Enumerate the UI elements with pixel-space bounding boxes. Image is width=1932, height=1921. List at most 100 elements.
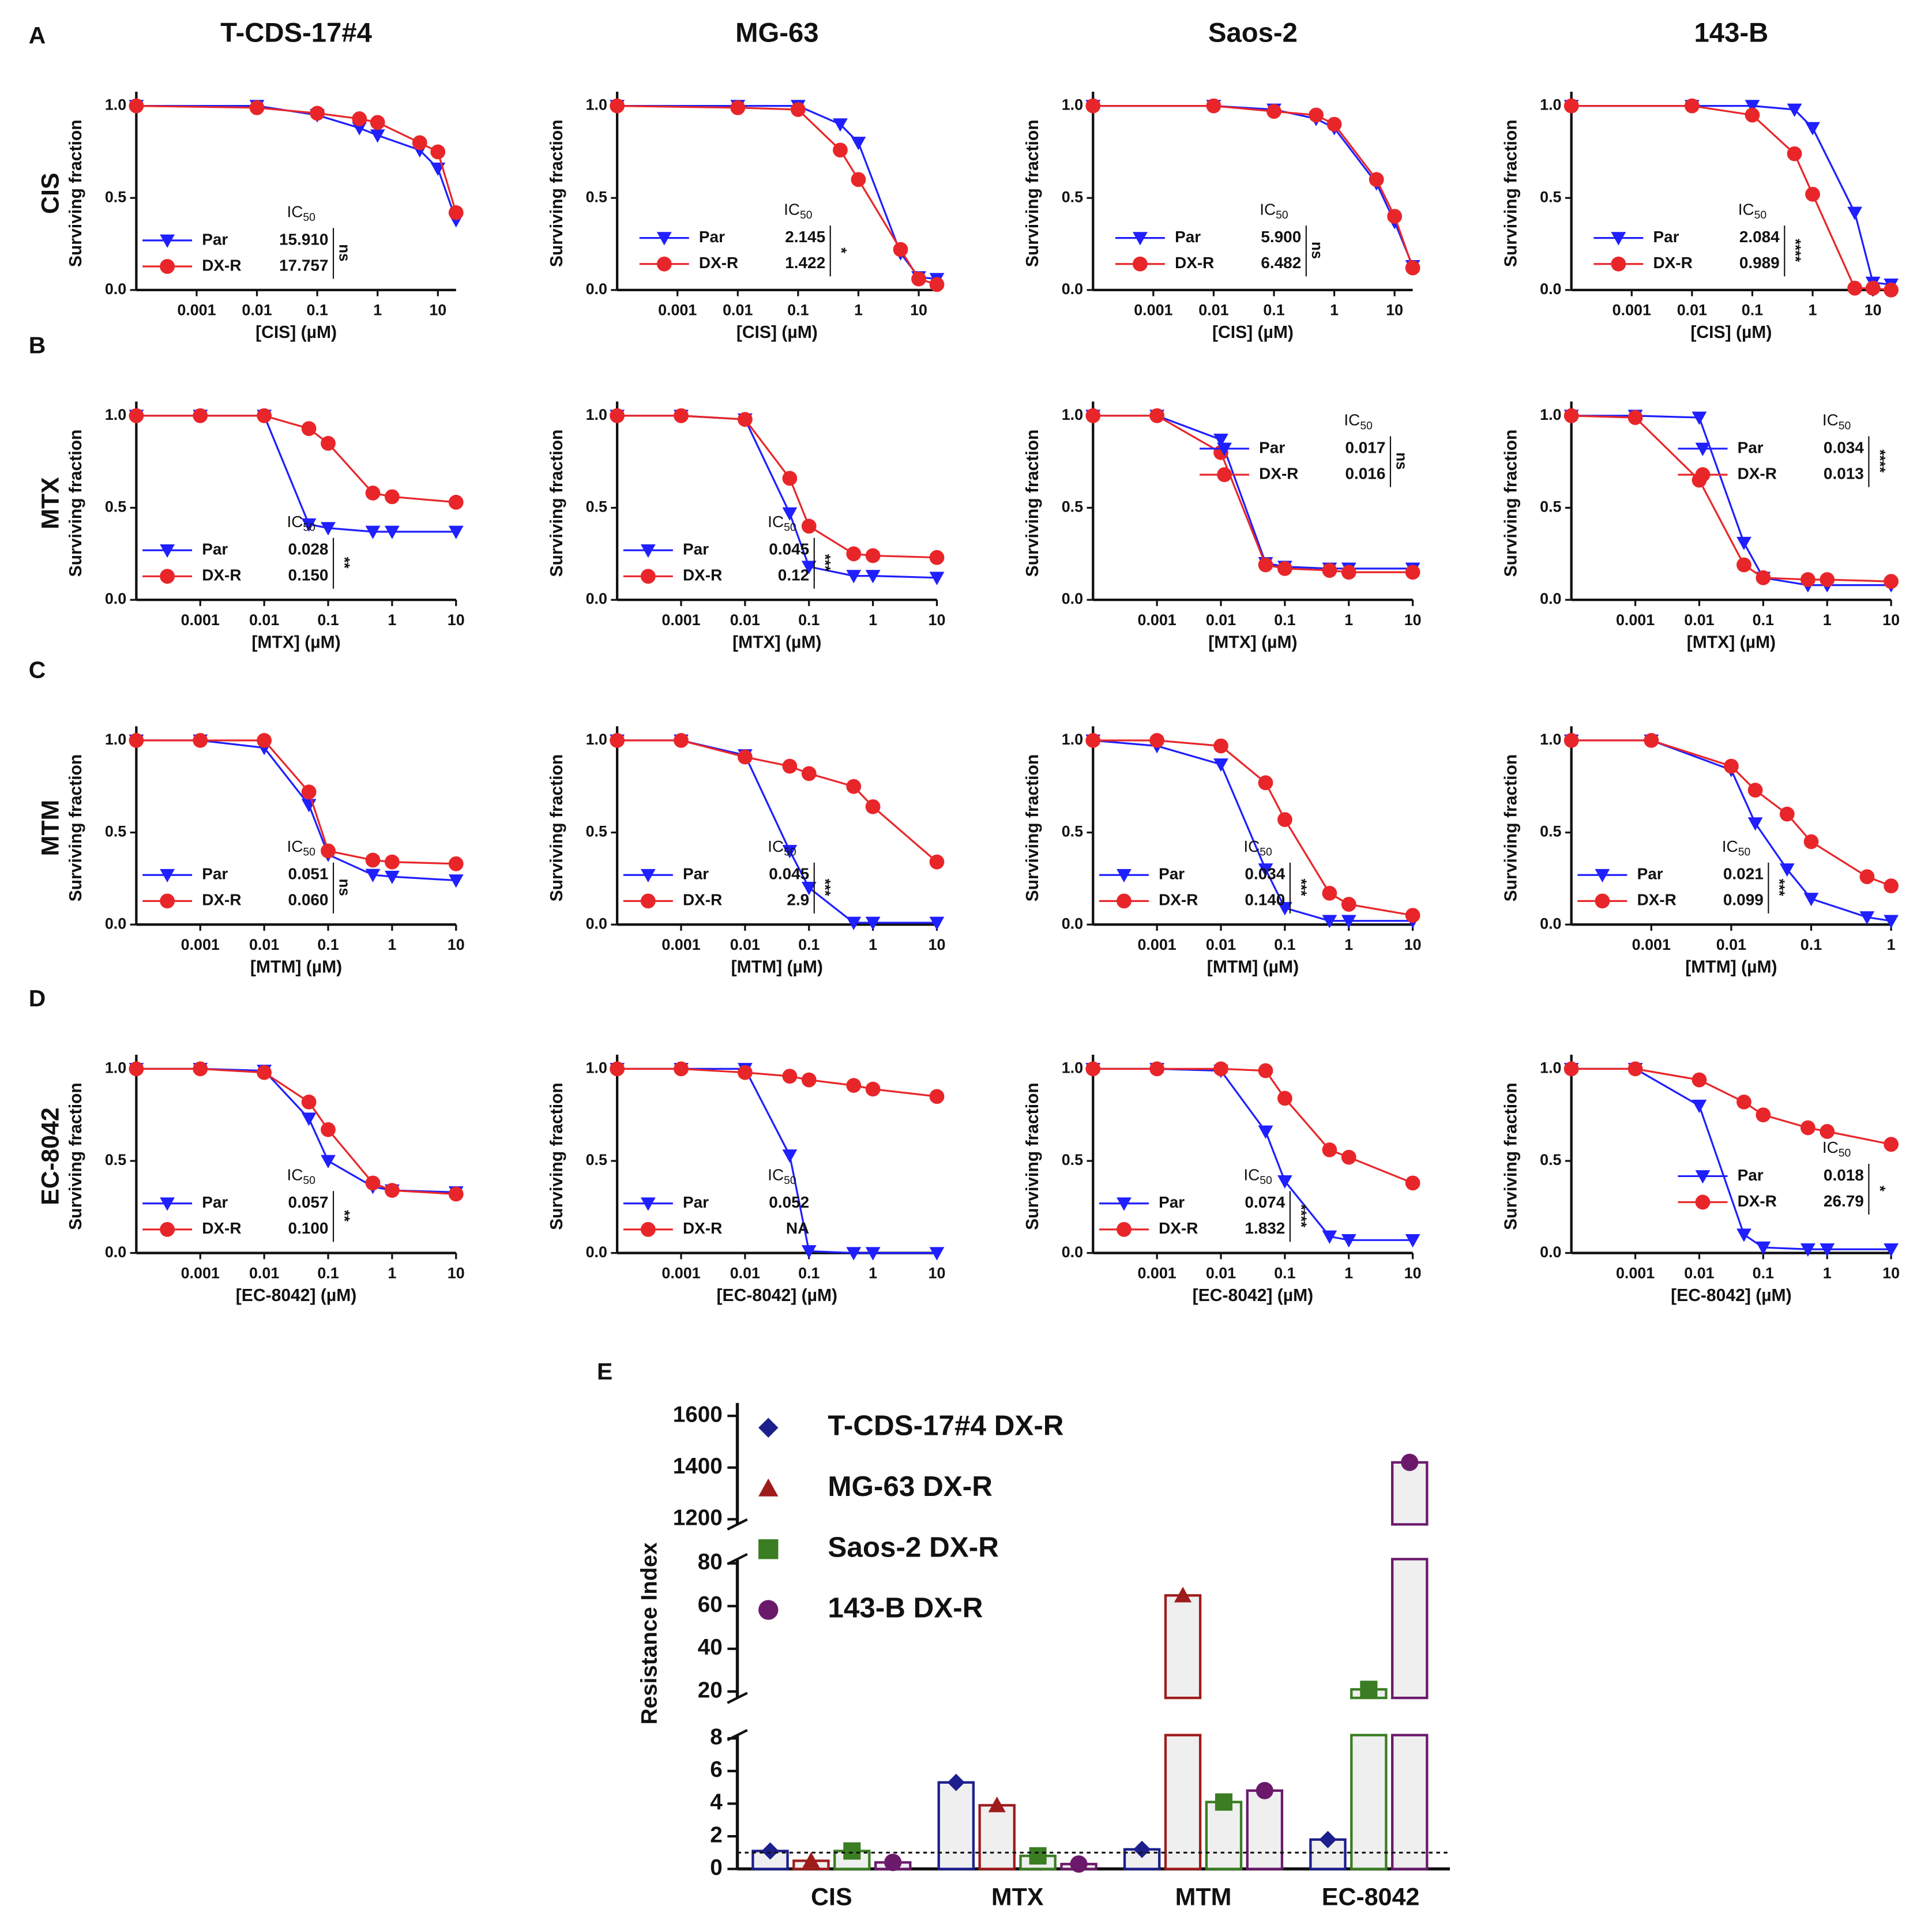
data-point (129, 732, 144, 748)
ic50-value: 0.034 (1824, 438, 1864, 456)
ic50-header: IC50 (768, 513, 796, 533)
ic50-value: 0.057 (288, 1193, 329, 1211)
y-tick-label: 1.0 (586, 406, 607, 423)
y-axis-label: Surviving fraction (1502, 119, 1521, 267)
data-point (1692, 411, 1707, 425)
legend-label: DX-R (683, 1219, 722, 1237)
data-point (1847, 280, 1863, 296)
legend-label: Par (1653, 228, 1679, 246)
ic50-text: IC (1243, 837, 1260, 855)
y-axis-label: Surviving fraction (1023, 119, 1042, 267)
x-tick-label: 10 (1882, 611, 1900, 629)
data-point (1884, 282, 1899, 298)
data-point (1405, 1175, 1420, 1191)
x-tick-label: 0.001 (1616, 611, 1655, 629)
x-tick-label: 0.1 (1274, 936, 1295, 953)
x-axis-label: [MTM] (µM) (1207, 957, 1299, 976)
bar-point (802, 1852, 820, 1868)
curve (617, 1067, 937, 1097)
x-tick-label: 0.01 (249, 1264, 279, 1281)
x-tick-label: 1 (373, 301, 382, 318)
x-tick-label: 0.01 (730, 611, 760, 629)
legend-label: DX-R (1175, 254, 1214, 272)
data-point (1745, 100, 1760, 114)
data-point (1341, 915, 1356, 928)
data-point (1820, 1243, 1835, 1257)
ic50-sub: 50 (800, 209, 812, 221)
data-point (1405, 565, 1420, 580)
y-tick-label: 0.5 (586, 823, 607, 840)
y-tick-label: 0.0 (105, 1243, 126, 1261)
curve (1093, 739, 1413, 916)
legend-label: DX-R (202, 256, 241, 274)
data-point (1865, 280, 1881, 296)
x-axis-label: [CIS] (µM) (1212, 323, 1294, 342)
y-tick-label: 1.0 (1062, 731, 1083, 748)
y-tick-label: 0.0 (586, 590, 607, 607)
ic50-sub: 50 (1738, 846, 1750, 859)
legend-marker (1217, 442, 1232, 456)
y-axis-label: Surviving fraction (66, 1082, 85, 1230)
significance: **** (1787, 239, 1803, 262)
ic50-header: IC50 (287, 203, 315, 224)
significance: **** (1871, 449, 1888, 472)
x-tick-label: 1 (388, 1264, 396, 1281)
y-tick-label: 0.0 (1540, 590, 1561, 607)
data-point (674, 408, 689, 423)
ic50-text: IC (287, 1166, 303, 1184)
legend-label: DX-R (1653, 254, 1693, 272)
x-axis-label: [EC-8042] (µM) (1193, 1286, 1314, 1305)
ic50-value: 0.099 (1723, 891, 1764, 909)
legend-marker (758, 1478, 779, 1497)
y-tick-label: 0.5 (1062, 188, 1083, 205)
data-point (1800, 572, 1816, 587)
bar-point (988, 1796, 1006, 1813)
data-point (384, 870, 400, 885)
x-tick-label: 10 (448, 611, 465, 629)
data-point (193, 1061, 208, 1077)
y-axis-label: Surviving fraction (66, 754, 85, 902)
legend-marker (1695, 442, 1711, 456)
data-point (737, 749, 753, 765)
ic50-sub: 50 (1276, 209, 1288, 221)
y-tick-label: 0.0 (105, 915, 126, 932)
y-tick-label: 1.0 (1062, 406, 1083, 423)
data-point (1213, 434, 1228, 448)
y-tick-label: 1.0 (1062, 96, 1083, 114)
y-tick-label: 0.0 (1540, 915, 1561, 932)
y-axis-label: Surviving fraction (547, 754, 566, 902)
y-tick-label: 1600 (673, 1402, 723, 1427)
data-point (1322, 1230, 1337, 1244)
curve (1093, 1067, 1413, 1241)
x-axis-label: [MTM] (µM) (250, 957, 342, 976)
data-point (610, 732, 625, 748)
axis-break (727, 1518, 748, 1531)
y-tick-label: 1.0 (105, 1059, 126, 1076)
significance: **** (1292, 1204, 1309, 1227)
x-tick-label: 0.01 (1198, 301, 1228, 318)
data-point (384, 854, 400, 870)
data-point (1149, 1061, 1165, 1077)
data-point (911, 271, 926, 287)
ic50-header: IC50 (1822, 411, 1851, 432)
data-point (1085, 98, 1101, 114)
x-tick-label: 0.1 (787, 301, 809, 318)
x-tick-label: 0.01 (1716, 936, 1746, 953)
legend-label: DX-R (699, 254, 738, 272)
panel-letter: C (29, 657, 46, 683)
legend-marker (160, 259, 175, 274)
data-point (370, 129, 385, 143)
data-point (1803, 893, 1819, 907)
data-point (365, 486, 381, 501)
y-axis-label: Surviving fraction (1502, 754, 1521, 902)
data-point (1723, 758, 1739, 774)
ic50-value: 0.051 (288, 865, 329, 883)
data-point (257, 732, 272, 748)
y-tick-label: 0.0 (586, 1243, 607, 1261)
data-point (782, 507, 798, 521)
legend-label: Par (683, 1193, 709, 1211)
significance: ** (336, 1210, 352, 1221)
x-tick-label: 10 (929, 936, 946, 953)
x-axis-label: [MTX] (µM) (1208, 633, 1297, 652)
legend-label: DX-R (1159, 1219, 1198, 1237)
